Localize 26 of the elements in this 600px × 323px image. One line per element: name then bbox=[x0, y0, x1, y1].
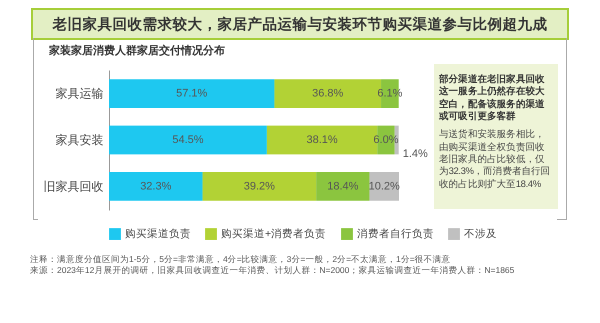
bar bbox=[316, 172, 370, 201]
chart-title: 老旧家具回收需求较大，家居产品运输与安装环节购买渠道参与比例超九成 bbox=[31, 8, 569, 40]
bar bbox=[202, 172, 316, 201]
bar bbox=[109, 126, 267, 154]
text: 注释：满意度分值区间为1-5分，5分=非常满意，4分=比较满意，3分=一般，2分=不太满意，1分=很不满意 bbox=[30, 254, 452, 266]
y-tick-label: 旧家具回收 bbox=[44, 179, 104, 194]
legend-label: 购买渠道+消费者负责 bbox=[221, 227, 326, 240]
data-label: 39.2% bbox=[244, 180, 276, 192]
source-note: 来源：2023年12月展开的调研，旧家具回收调查近一年消费、计划人群：N=2000；家具运输调查近一年消费人群：N=1865 bbox=[30, 265, 516, 277]
data-label: 36.8% bbox=[312, 88, 344, 100]
legend-label: 不涉及 bbox=[464, 227, 497, 240]
text: 与送货和安装服务相比，由购买渠道全权负责回收老旧家具的占比较低，仅为32.3%，而消费者自行回收的占比则扩大至18.4% bbox=[439, 129, 552, 192]
data-label: 54.5% bbox=[172, 134, 204, 146]
data-label: 1.4% bbox=[402, 148, 428, 160]
bar bbox=[109, 79, 274, 108]
text: 部分渠道在老旧家具回收这一服务上仍然存在较大空白，配备该服务的渠道或可吸引更多客群 bbox=[439, 74, 546, 124]
data-label: 57.1% bbox=[176, 88, 208, 100]
y-tick-label: 家具安装 bbox=[56, 133, 104, 147]
legend-label: 购买渠道负责 bbox=[125, 227, 191, 240]
data-label: 32.3% bbox=[140, 180, 172, 192]
chart-subtitle: 家装家居消费人群家居交付情况分布 bbox=[48, 44, 225, 57]
bar bbox=[109, 172, 203, 201]
data-label: 18.4% bbox=[327, 180, 359, 192]
legend-label: 消费者自行负责 bbox=[357, 227, 434, 240]
y-tick-label: 家具运输 bbox=[56, 86, 104, 101]
data-label: 38.1% bbox=[306, 134, 338, 146]
